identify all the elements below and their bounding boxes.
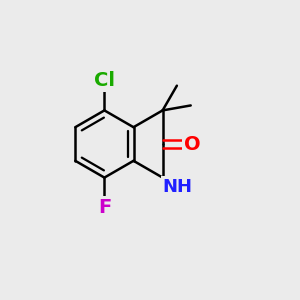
Text: O: O xyxy=(184,134,200,154)
Text: NH: NH xyxy=(163,178,193,196)
Text: F: F xyxy=(98,198,111,217)
Text: Cl: Cl xyxy=(94,71,115,90)
